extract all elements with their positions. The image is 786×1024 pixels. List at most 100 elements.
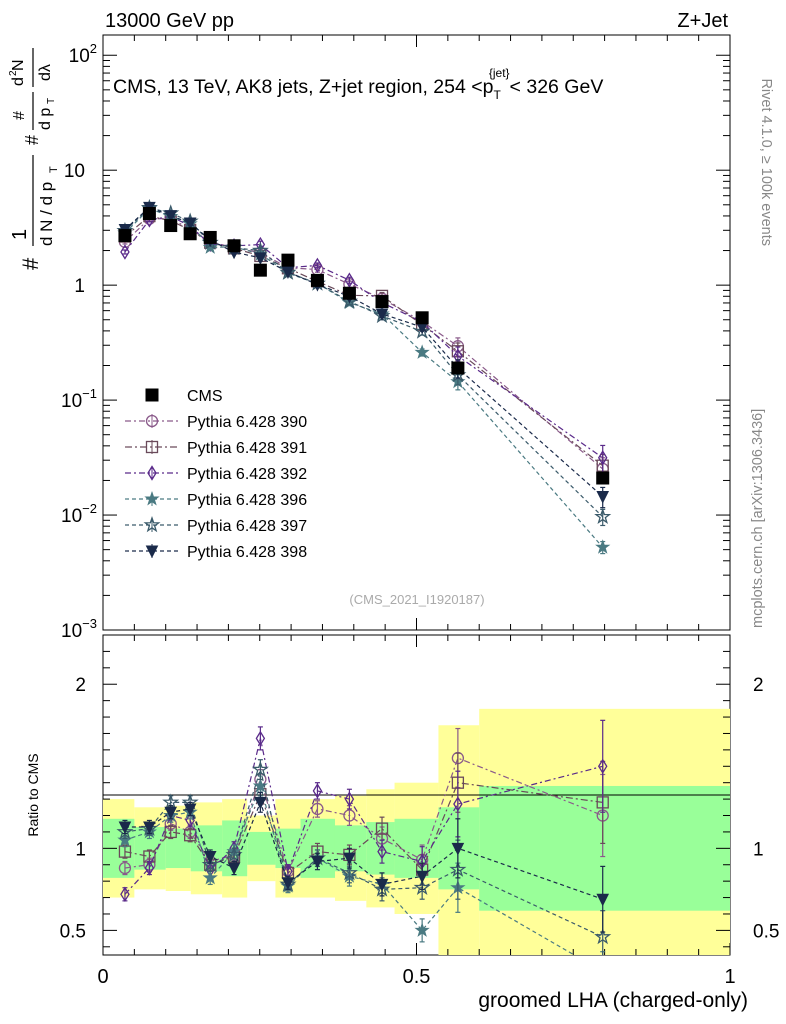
svg-text:2: 2 xyxy=(8,70,19,76)
data-point xyxy=(343,852,356,866)
y-tick-label: 102 xyxy=(69,41,97,67)
ratio-y-tick-label: 2 xyxy=(75,675,86,696)
svg-text:d: d xyxy=(10,77,27,86)
data-point xyxy=(415,870,429,884)
title-sup: {jet} xyxy=(489,66,510,80)
data-point xyxy=(310,273,324,287)
chart-title: CMS, 13 TeV, AK8 jets, Z+jet region, 254… xyxy=(113,66,603,102)
data-point xyxy=(375,822,389,835)
data-point xyxy=(340,863,358,881)
data-point xyxy=(312,257,323,274)
header-left: 13000 GeV pp xyxy=(105,10,234,32)
ratio-y-tick-label: 1 xyxy=(75,839,86,860)
legend-label: Pythia 6.428 397 xyxy=(187,518,307,535)
ratio-series-line xyxy=(124,738,603,895)
data-point xyxy=(377,843,387,860)
main-plot-frame xyxy=(102,34,731,631)
data-point xyxy=(143,821,156,835)
ratio-series-line xyxy=(124,767,603,938)
data-point xyxy=(147,465,157,481)
data-point xyxy=(451,361,465,375)
data-point xyxy=(227,239,241,253)
data-point xyxy=(145,440,159,454)
x-axis-label: groomed LHA (charged-only) xyxy=(478,989,748,1012)
data-point xyxy=(118,861,132,875)
data-point xyxy=(118,821,132,835)
data-point xyxy=(597,450,608,466)
y-tick-label: 10 xyxy=(64,161,85,182)
x-tick-label: 0.5 xyxy=(403,966,431,988)
data-point xyxy=(164,210,178,223)
series-line xyxy=(124,215,604,467)
data-point xyxy=(597,758,608,775)
legend-label: Pythia 6.428 390 xyxy=(187,414,307,431)
data-point xyxy=(344,791,355,807)
data-point xyxy=(596,491,610,504)
x-tick-label: 1 xyxy=(724,966,735,988)
data-point xyxy=(227,862,241,876)
data-point xyxy=(414,344,430,359)
data-point xyxy=(414,922,430,937)
data-point xyxy=(144,860,155,876)
series-line xyxy=(124,208,604,548)
data-point xyxy=(183,217,197,231)
data-point xyxy=(311,855,324,869)
axis-ticks xyxy=(102,35,731,955)
data-point xyxy=(413,322,431,339)
title-sub: T xyxy=(494,88,502,102)
svg-text:d N / d p: d N / d p xyxy=(37,182,56,246)
svg-text:N: N xyxy=(10,59,27,71)
svg-text:1: 1 xyxy=(9,229,31,240)
data-point xyxy=(596,471,610,485)
data-point xyxy=(343,809,356,822)
data-point xyxy=(145,388,159,402)
legend-label: CMS xyxy=(187,388,223,405)
y-tick-label: 10−1 xyxy=(61,386,97,412)
svg-text:T: T xyxy=(46,98,57,104)
svg-text:#: # xyxy=(22,135,42,145)
ratio-y-tick-label-right: 0.5 xyxy=(753,921,779,942)
data-point xyxy=(116,822,134,840)
header-right: Z+Jet xyxy=(677,10,728,32)
tick-labels: 0 0.5 1 102 10 1 10−1 10−2 10−3 2 2 1 1 0.5 0.5 xyxy=(60,41,780,988)
ratio-y-tick-label-right: 2 xyxy=(753,675,764,696)
svg-text:T: T xyxy=(48,166,60,173)
series-line xyxy=(124,217,604,470)
ratio-y-tick-label: 0.5 xyxy=(60,921,86,942)
ratio-series-line xyxy=(124,782,603,874)
svg-text:dλ: dλ xyxy=(37,64,54,81)
data-point xyxy=(142,207,156,221)
band-inner xyxy=(165,828,191,869)
data-point xyxy=(164,825,177,839)
data-point xyxy=(164,806,178,820)
data-point xyxy=(281,253,295,267)
ratio-series-line xyxy=(124,800,603,900)
data-point xyxy=(281,266,295,280)
data-point xyxy=(594,927,612,945)
data-point xyxy=(594,507,612,525)
data-point xyxy=(164,219,178,233)
y-tick-label: 10−2 xyxy=(61,501,97,527)
data-point xyxy=(145,414,159,428)
data-point xyxy=(201,855,219,873)
band-inner xyxy=(479,785,730,911)
data-point xyxy=(415,311,429,325)
data-point xyxy=(597,965,609,977)
data-point xyxy=(595,539,611,554)
mcplots-text: mcplots.cern.ch [arXiv:1306.3436] xyxy=(750,409,766,628)
svg-text:d p: d p xyxy=(37,108,54,130)
svg-text:#: # xyxy=(18,257,43,270)
main-series xyxy=(116,198,612,555)
title-main: CMS, 13 TeV, AK8 jets, Z+jet region, 254… xyxy=(113,76,494,98)
series-line xyxy=(124,206,604,497)
data-point xyxy=(254,252,267,265)
ratio-y-tick-label-right: 1 xyxy=(753,839,764,860)
data-point xyxy=(185,812,195,829)
data-point xyxy=(413,878,431,895)
data-point xyxy=(375,308,389,322)
data-point xyxy=(202,869,218,885)
data-point xyxy=(453,796,463,812)
data-point xyxy=(375,295,389,309)
data-point xyxy=(254,796,267,810)
